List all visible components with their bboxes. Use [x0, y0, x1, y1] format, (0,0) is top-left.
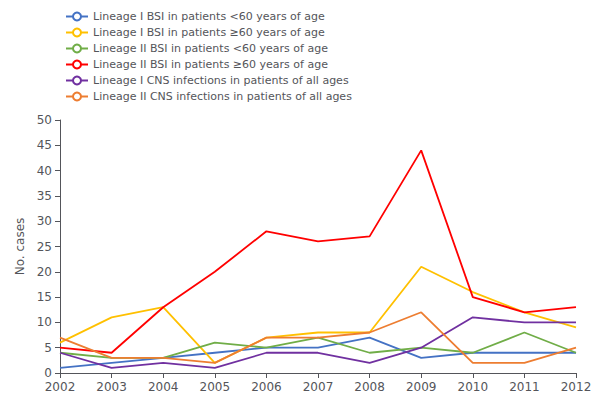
svg-text:2003: 2003	[96, 380, 127, 394]
svg-text:35: 35	[37, 189, 52, 203]
svg-text:2008: 2008	[354, 380, 385, 394]
svg-text:2010: 2010	[458, 380, 489, 394]
svg-text:45: 45	[37, 138, 52, 152]
svg-text:40: 40	[37, 164, 52, 178]
svg-text:5: 5	[44, 341, 52, 355]
svg-text:Lineage I BSI in patients ≥60: Lineage I BSI in patients ≥60 years of a…	[93, 26, 325, 39]
svg-text:15: 15	[37, 290, 52, 304]
svg-text:Lineage I CNS infections in pa: Lineage I CNS infections in patients of …	[93, 74, 349, 87]
svg-text:2012: 2012	[561, 380, 592, 394]
svg-text:Lineage II BSI in patients ≥60: Lineage II BSI in patients ≥60 years of …	[93, 58, 328, 71]
svg-text:2005: 2005	[200, 380, 231, 394]
svg-text:Lineage II CNS infections in p: Lineage II CNS infections in patients of…	[93, 90, 352, 103]
svg-text:30: 30	[37, 214, 52, 228]
svg-text:2002: 2002	[45, 380, 76, 394]
svg-text:Lineage II BSI in patients <60: Lineage II BSI in patients <60 years of …	[93, 42, 328, 55]
svg-text:No. cases: No. cases	[13, 218, 27, 276]
svg-text:50: 50	[37, 113, 52, 127]
svg-text:0: 0	[44, 366, 52, 380]
svg-text:2011: 2011	[509, 380, 540, 394]
svg-text:25: 25	[37, 240, 52, 254]
svg-text:2009: 2009	[406, 380, 437, 394]
svg-text:2004: 2004	[148, 380, 179, 394]
svg-text:20: 20	[37, 265, 52, 279]
svg-text:2007: 2007	[303, 380, 334, 394]
svg-text:2006: 2006	[251, 380, 282, 394]
svg-text:10: 10	[37, 315, 52, 329]
svg-text:Lineage I BSI in patients <60: Lineage I BSI in patients <60 years of a…	[93, 10, 325, 23]
